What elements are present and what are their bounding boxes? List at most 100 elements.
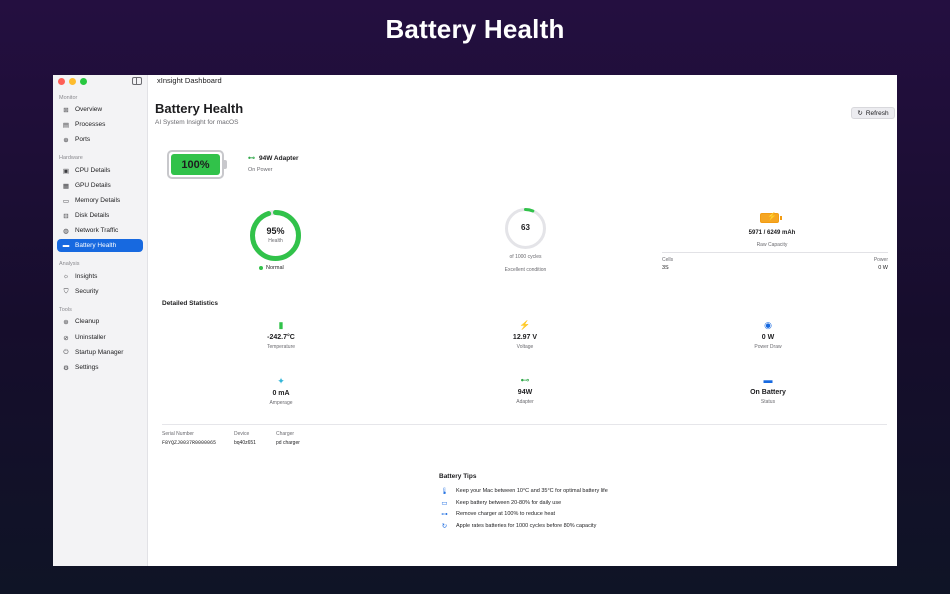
sidebar-item-label: Cleanup	[75, 318, 100, 325]
zoom-window-button[interactable]	[80, 78, 87, 85]
stat-status: ▬ On Battery Status	[728, 375, 808, 405]
page-title: Battery Health	[155, 101, 244, 116]
sidebar-item-cleanup[interactable]: ⊛ Cleanup	[57, 315, 143, 328]
stat-value: 12.97 V	[512, 334, 538, 341]
app-window: Monitor ⊞ Overview ▤ Processes ⊕ Ports H…	[53, 75, 897, 566]
sparkle-icon: ✦	[277, 376, 285, 386]
sidebar-item-label: Disk Details	[75, 212, 110, 219]
stat-temperature: ▮ -242.7°C Temperature	[241, 320, 321, 350]
battery-fill: 100%	[171, 154, 220, 175]
power-value: 0 W	[878, 265, 888, 271]
battery-icon: ▬	[62, 242, 70, 249]
sidebar-item-label: Ports	[75, 136, 91, 143]
broom-icon: ⊛	[63, 318, 69, 326]
sidebar-toggle-icon[interactable]	[132, 77, 142, 85]
sidebar-item-label: CPU Details	[75, 167, 111, 174]
tip-item: ⊶ Remove charger at 100% to reduce heat	[440, 510, 555, 518]
gear-icon: ⚙	[63, 364, 69, 372]
sidebar-item-label: Battery Health	[75, 242, 117, 249]
refresh-label: Refresh	[865, 109, 889, 117]
tip-text: Keep battery between 20-80% for daily us…	[456, 500, 562, 506]
sidebar: Monitor ⊞ Overview ▤ Processes ⊕ Ports H…	[53, 75, 148, 566]
adapter-label: 94W Adapter	[259, 154, 299, 162]
divider	[662, 252, 888, 253]
sidebar-item-ports[interactable]: ⊕ Ports	[57, 133, 143, 146]
plug-icon: ⊷	[248, 155, 255, 162]
sidebar-section-analysis: Analysis	[59, 261, 80, 267]
power-label: Power	[873, 257, 888, 263]
health-value: 95%	[266, 226, 285, 236]
stat-amperage: ✦ 0 mA Amperage	[241, 376, 321, 406]
sidebar-item-memory-details[interactable]: ▭ Memory Details	[57, 194, 143, 207]
plug-icon: ⊷	[520, 375, 530, 385]
sidebar-section-monitor: Monitor	[59, 95, 78, 101]
health-status-text: Normal	[266, 265, 284, 271]
stat-voltage: ⚡ 12.97 V Voltage	[485, 320, 565, 350]
serial-number-label: Serial Number	[162, 431, 194, 437]
sidebar-item-overview[interactable]: ⊞ Overview	[57, 103, 143, 116]
memory-icon: ▭	[62, 197, 70, 205]
battery-level-indicator: 100%	[167, 150, 227, 179]
sidebar-item-insights[interactable]: ☼ Insights	[57, 270, 143, 283]
tip-item: ▭ Keep battery between 20-80% for daily …	[440, 499, 561, 507]
sidebar-item-uninstaller[interactable]: ⊘ Uninstaller	[57, 331, 143, 344]
sidebar-item-label: Overview	[75, 106, 103, 113]
disk-icon: ⊟	[63, 212, 69, 220]
thermometer-icon: 🌡	[440, 488, 449, 495]
tip-item: 🌡 Keep your Mac between 10°C and 35°C fo…	[440, 487, 608, 495]
minimize-window-button[interactable]	[69, 78, 76, 85]
sidebar-item-label: Security	[75, 288, 99, 295]
sidebar-item-label: Insights	[75, 273, 98, 280]
sidebar-item-label: Settings	[75, 364, 99, 371]
cycles-ring	[505, 208, 546, 249]
tip-text: Keep your Mac between 10°C and 35°C for …	[456, 488, 608, 494]
battery-icon: ▬	[763, 375, 773, 385]
sidebar-item-gpu-details[interactable]: ▦ GPU Details	[57, 179, 143, 192]
lightbulb-icon: ☼	[63, 273, 69, 280]
stat-adapter: ⊷ 94W Adapter	[485, 375, 565, 405]
device-value: bq40z651	[234, 440, 256, 446]
grid-icon: ⊞	[63, 106, 69, 114]
close-window-button[interactable]	[58, 78, 65, 85]
sidebar-item-cpu-details[interactable]: ▣ CPU Details	[57, 164, 143, 177]
sidebar-section-hardware: Hardware	[59, 155, 83, 161]
cycles-condition: Excellent condition	[504, 267, 547, 273]
sidebar-item-network-traffic[interactable]: ◍ Network Traffic	[57, 224, 143, 237]
health-ring-progress	[250, 210, 301, 261]
thermometer-icon: ▮	[278, 320, 284, 330]
sidebar-item-battery-health[interactable]: ▬ Battery Health	[57, 239, 143, 252]
sidebar-item-settings[interactable]: ⚙ Settings	[57, 361, 143, 374]
cycles-max: of 1000 cycles	[509, 254, 542, 260]
sidebar-item-label: GPU Details	[75, 182, 111, 189]
health-status: Normal	[259, 265, 284, 271]
refresh-icon: ↻	[857, 110, 863, 117]
stat-label: Power Draw	[754, 344, 782, 350]
refresh-button[interactable]: ↻ Refresh	[851, 107, 895, 119]
hero-title: Battery Health	[385, 14, 565, 44]
sidebar-item-label: Uninstaller	[75, 334, 106, 341]
stat-value: -242.7°C	[267, 334, 295, 341]
gpu-icon: ▦	[62, 182, 70, 190]
sidebar-item-label: Processes	[75, 121, 106, 128]
device-label: Device	[234, 431, 250, 437]
sidebar-item-security[interactable]: ⛉ Security	[57, 285, 143, 298]
stat-value: 0 W	[761, 334, 775, 341]
sidebar-section-tools: Tools	[59, 307, 72, 313]
stat-power-draw: ◉ 0 W Power Draw	[728, 320, 808, 350]
shield-icon: ⛉	[63, 287, 69, 295]
stat-label: Amperage	[269, 400, 293, 406]
sidebar-item-processes[interactable]: ▤ Processes	[57, 118, 143, 131]
battery-percent: 100%	[181, 158, 210, 171]
battery-icon: ▭	[441, 500, 448, 507]
main-content: xInsight Dashboard Battery Health AI Sys…	[149, 75, 897, 566]
stat-label: Temperature	[266, 344, 296, 350]
battery-charging-icon: ⚡	[760, 212, 782, 223]
sidebar-item-disk-details[interactable]: ⊟ Disk Details	[57, 209, 143, 222]
detailed-statistics-title: Detailed Statistics	[162, 300, 218, 307]
sidebar-item-startup-manager[interactable]: ⏻ Startup Manager	[57, 346, 143, 359]
stat-value: On Battery	[750, 389, 786, 396]
battery-tips-title: Battery Tips	[439, 473, 477, 480]
status-dot-icon	[259, 266, 263, 270]
stat-label: Voltage	[516, 344, 534, 350]
app-title: xInsight Dashboard	[157, 76, 222, 85]
